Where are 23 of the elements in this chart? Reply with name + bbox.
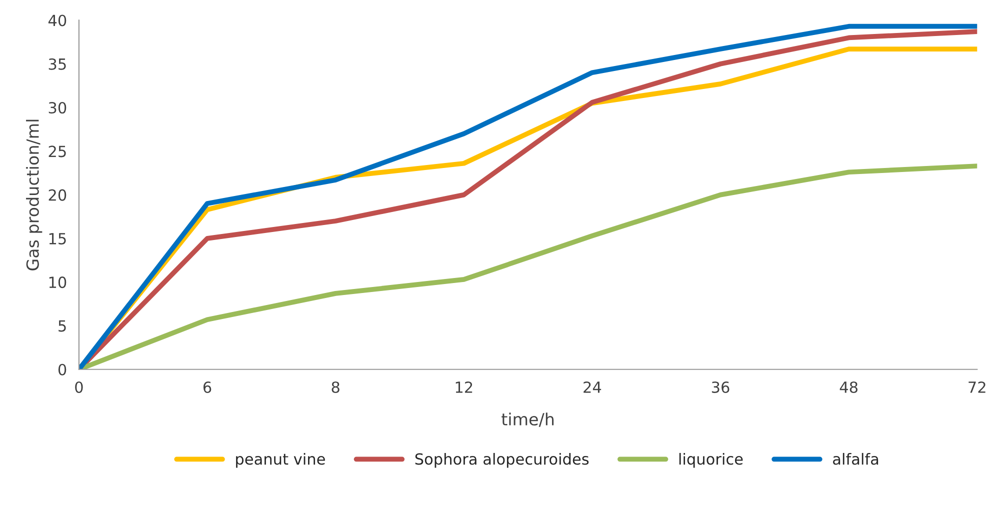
y-axis-title: Gas production/ml bbox=[26, 120, 42, 270]
legend-label: liquorice bbox=[679, 452, 743, 468]
y-tick-label: 0 bbox=[58, 364, 66, 376]
x-tick-label: 12 bbox=[456, 381, 472, 393]
x-tick-label: 72 bbox=[968, 381, 986, 393]
y-tick-label: 35 bbox=[48, 58, 66, 70]
x-tick-label: 0 bbox=[75, 381, 83, 394]
x-tick-label: 24 bbox=[584, 381, 602, 393]
legend-label: alfalfa bbox=[833, 452, 878, 465]
x-tick-label: 6 bbox=[203, 381, 212, 394]
legend-label: peanut vine bbox=[236, 452, 325, 468]
legend-label: Sophora alopecuroides bbox=[415, 452, 589, 468]
x-tick-label: 48 bbox=[840, 381, 858, 394]
y-tick-label: 20 bbox=[48, 189, 66, 201]
y-tick-label: 15 bbox=[49, 233, 66, 244]
y-tick-label: 5 bbox=[58, 320, 66, 332]
x-axis-title: time/h bbox=[502, 412, 554, 427]
y-tick-label: 40 bbox=[48, 14, 66, 26]
x-tick-label: 36 bbox=[712, 381, 730, 394]
y-tick-label: 10 bbox=[49, 276, 66, 288]
x-tick-label: 8 bbox=[332, 381, 340, 394]
y-tick-label: 30 bbox=[48, 102, 66, 114]
y-tick-label: 25 bbox=[48, 146, 66, 158]
